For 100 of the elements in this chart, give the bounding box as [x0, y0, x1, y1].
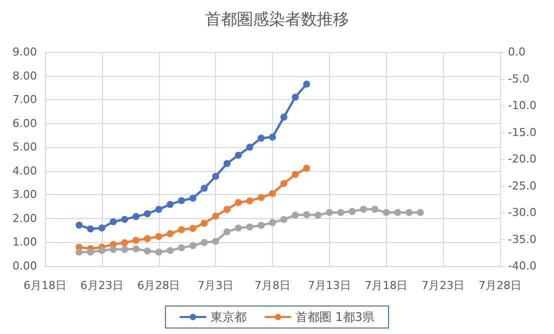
chart-title: 首都圏感染者数推移 [205, 10, 349, 28]
point [303, 80, 310, 88]
point [292, 170, 299, 178]
point [110, 246, 117, 253]
point [371, 206, 378, 213]
y-tick-label: 6.00 [12, 116, 37, 130]
point [280, 114, 288, 121]
point [394, 209, 402, 216]
point [76, 222, 83, 229]
point [144, 248, 151, 255]
y-tick-label: 9.00 [12, 46, 37, 58]
point [76, 248, 83, 256]
point [269, 219, 276, 226]
x-tick-label: 7月3日 [198, 279, 234, 292]
point [303, 211, 310, 218]
point [224, 160, 230, 168]
point [280, 180, 288, 187]
y2-tick-label: -35.0 [508, 232, 536, 246]
y-tick-label: 0.00 [12, 260, 37, 272]
point [178, 226, 185, 234]
point [337, 209, 344, 216]
point [258, 194, 265, 202]
y2-tick-label: -10.0 [508, 99, 536, 112]
y2-tick-label: -15.0 [508, 126, 536, 139]
point [292, 94, 299, 101]
y2-tick-label: -25.0 [508, 179, 536, 192]
x-tick-label: 6月28日 [137, 279, 180, 292]
point [144, 235, 151, 242]
x-tick-label: 6月23日 [80, 279, 124, 292]
point [121, 246, 128, 253]
point [416, 209, 424, 216]
point [234, 199, 242, 206]
x-tick-label: 7月18日 [364, 279, 408, 292]
y-tick-label: 4.00 [12, 164, 37, 178]
point [292, 212, 299, 219]
point [314, 212, 322, 219]
x-tick-label: 7月28日 [478, 279, 522, 292]
point [166, 200, 174, 208]
point [200, 184, 208, 192]
y-tick-label: 5.00 [12, 140, 37, 154]
point [121, 216, 128, 223]
point [189, 194, 196, 202]
point [166, 246, 174, 254]
y-tick-label: 3.00 [12, 188, 37, 202]
point [348, 208, 356, 215]
point [189, 224, 196, 232]
x-tick-label: 7月23日 [422, 279, 465, 292]
point [98, 224, 106, 232]
y-tick-label: 2.00 [12, 212, 37, 225]
point [132, 245, 140, 252]
y-tick-label: 8.00 [12, 69, 37, 82]
point [189, 242, 196, 250]
y2-tick-label: 0.0 [508, 46, 526, 58]
point [155, 206, 162, 213]
y-tick-label: 1.00 [12, 236, 37, 249]
point [132, 236, 140, 244]
point [258, 222, 265, 229]
point [178, 244, 185, 252]
x-tick-label: 7月8日 [254, 279, 290, 292]
y2-tick-label: -30.0 [508, 206, 536, 219]
point [200, 238, 208, 246]
point [280, 216, 288, 223]
point [406, 209, 412, 216]
x-tick-label: 6月18日 [24, 279, 66, 292]
point [212, 172, 220, 180]
point [155, 248, 162, 256]
point [212, 212, 220, 220]
point [200, 220, 208, 227]
point [234, 224, 242, 232]
legend-label: 首都圏 1都3県 [295, 310, 375, 324]
point [246, 144, 254, 151]
point [121, 239, 128, 246]
point [212, 238, 220, 245]
point [269, 134, 276, 141]
point [144, 210, 151, 218]
point [132, 213, 140, 220]
point [178, 197, 185, 204]
point [246, 223, 254, 230]
y2-tick-label: -20.0 [508, 152, 536, 166]
legend-label: 東京都 [210, 310, 246, 324]
point [360, 206, 367, 213]
x-tick-label: 7月13日 [308, 279, 351, 292]
y-tick-label: 7.00 [12, 93, 37, 106]
point [155, 233, 162, 240]
point [303, 164, 310, 172]
y2-tick-label: -40.0 [508, 260, 536, 272]
point [382, 209, 390, 216]
point [246, 197, 254, 204]
point [234, 152, 242, 159]
point [110, 218, 117, 226]
point [166, 230, 174, 238]
point [87, 248, 94, 256]
point [258, 134, 265, 142]
point [224, 228, 230, 236]
y2-tick-label: -5.0 [508, 72, 530, 86]
point [269, 190, 276, 197]
point [326, 209, 333, 216]
point [224, 206, 230, 213]
point [87, 225, 94, 232]
point [98, 246, 106, 254]
